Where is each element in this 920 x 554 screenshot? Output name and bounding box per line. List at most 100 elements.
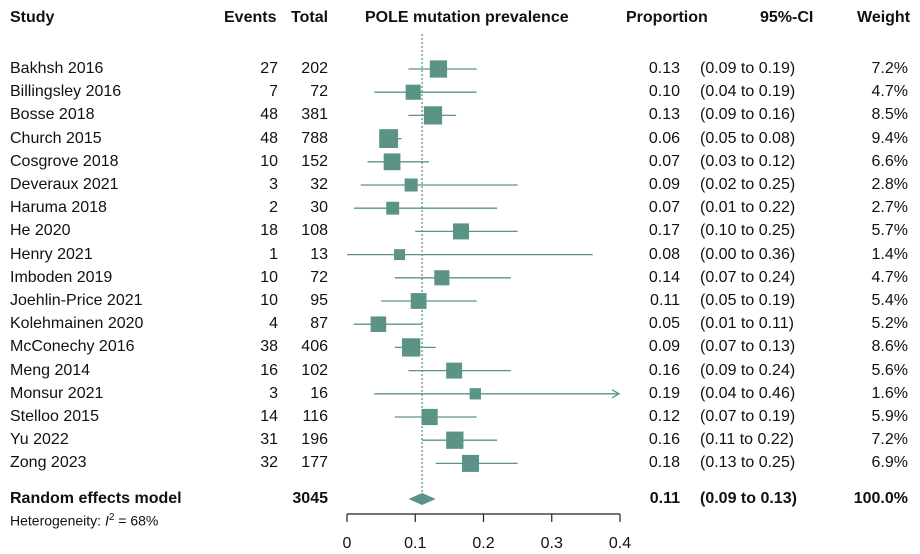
estimate-square xyxy=(434,270,450,286)
study-weight: 7.2% xyxy=(871,431,908,449)
study-proportion: 0.11 xyxy=(650,292,680,309)
study-total: 202 xyxy=(301,60,328,77)
study-ci: (0.09 to 0.24) xyxy=(700,361,796,379)
study-total: 381 xyxy=(301,106,328,124)
study-total: 152 xyxy=(301,152,328,170)
study-events: 3 xyxy=(269,384,278,402)
study-name: Zong 2023 xyxy=(10,454,87,472)
study-ci: (0.09 to 0.16) xyxy=(700,106,796,124)
study-ci: (0.11 to 0.22) xyxy=(700,431,794,449)
study-events: 7 xyxy=(269,83,278,101)
study-total: 108 xyxy=(301,222,328,240)
table-row: Deveraux 2021 3 32 0.09 (0.02 to 0.25) 2.8% xyxy=(0,175,920,195)
study-ci: (0.07 to 0.19) xyxy=(700,408,796,425)
x-tick-label: 0.2 xyxy=(472,535,494,552)
study-events: 48 xyxy=(260,106,278,124)
summary-ci: (0.09 to 0.13) xyxy=(700,490,797,507)
estimate-square xyxy=(379,129,399,149)
table-row: Yu 2022 31 196 0.16 (0.11 to 0.22) 7.2% xyxy=(0,430,920,450)
study-events: 38 xyxy=(260,338,278,356)
study-name: Joehlin-Price 2021 xyxy=(10,292,143,309)
study-events: 18 xyxy=(260,222,278,240)
table-row: Meng 2014 16 102 0.16 (0.09 to 0.24) 5.6% xyxy=(0,361,920,381)
study-total: 95 xyxy=(310,292,328,309)
header-proportion: Proportion xyxy=(626,9,708,26)
heterogeneity-note: Heterogeneity: I2 = 68% xyxy=(10,512,158,529)
study-name: Henry 2021 xyxy=(10,245,93,263)
study-total: 72 xyxy=(310,268,328,286)
study-name: Billingsley 2016 xyxy=(10,83,122,101)
study-events: 10 xyxy=(260,268,278,286)
estimate-square xyxy=(421,408,438,426)
estimate-square xyxy=(370,316,387,332)
study-events: 32 xyxy=(260,454,278,472)
study-total: 406 xyxy=(301,338,328,356)
study-proportion: 0.09 xyxy=(648,338,680,356)
study-events: 16 xyxy=(260,361,278,379)
table-row: He 2020 18 108 0.17 (0.10 to 0.25) 5.7% xyxy=(0,221,920,241)
study-proportion: 0.08 xyxy=(648,245,680,263)
study-proportion: 0.05 xyxy=(648,315,680,333)
table-row: Monsur 2021 3 16 0.19 (0.04 to 0.46) 1.6% xyxy=(0,384,920,404)
summary-weight: 100.0% xyxy=(853,490,908,507)
study-ci: (0.07 to 0.24) xyxy=(700,268,796,286)
study-weight: 8.6% xyxy=(871,338,908,356)
table-row: Bosse 2018 48 381 0.13 (0.09 to 0.16) 8.5% xyxy=(0,105,920,125)
study-proportion: 0.19 xyxy=(648,384,680,402)
study-total: 32 xyxy=(310,176,328,193)
study-name: McConechy 2016 xyxy=(10,338,135,356)
estimate-square xyxy=(383,153,401,171)
study-proportion: 0.16 xyxy=(648,431,680,449)
study-weight: 7.2% xyxy=(871,60,908,77)
header-total: Total xyxy=(291,9,329,26)
study-ci: (0.05 to 0.19) xyxy=(700,292,796,309)
study-proportion: 0.16 xyxy=(648,361,680,379)
study-weight: 2.8% xyxy=(871,176,908,193)
study-weight: 5.9% xyxy=(871,408,908,425)
x-tick-label: 0.4 xyxy=(609,535,631,552)
estimate-square xyxy=(446,431,464,449)
study-events: 10 xyxy=(260,152,278,170)
estimate-square xyxy=(429,60,448,78)
estimate-square xyxy=(386,201,400,215)
study-events: 1 xyxy=(269,245,278,263)
study-ci: (0.09 to 0.19) xyxy=(700,60,796,77)
study-ci: (0.04 to 0.19) xyxy=(700,83,796,101)
heterogeneity-suffix: = 68% xyxy=(114,512,159,529)
study-ci: (0.10 to 0.25) xyxy=(700,222,796,240)
estimate-square xyxy=(452,223,469,240)
heterogeneity-prefix: Heterogeneity: xyxy=(10,512,105,529)
table-row: Cosgrove 2018 10 152 0.07 (0.03 to 0.12) 6.6% xyxy=(0,152,920,172)
study-proportion: 0.06 xyxy=(648,129,680,147)
study-weight: 1.6% xyxy=(871,384,908,402)
study-name: He 2020 xyxy=(10,222,71,240)
table-row: Billingsley 2016 7 72 0.10 (0.04 to 0.19) 4.7… xyxy=(0,82,920,102)
study-weight: 5.7% xyxy=(871,222,908,240)
estimate-square xyxy=(394,249,406,261)
study-proportion: 0.13 xyxy=(648,60,680,77)
study-weight: 5.2% xyxy=(871,315,908,333)
summary-total: 3045 xyxy=(292,490,328,507)
study-events: 3 xyxy=(269,176,278,193)
x-tick-label: 0.3 xyxy=(541,535,563,552)
study-weight: 6.6% xyxy=(871,152,908,170)
summary-label: Random effects model xyxy=(10,490,182,507)
study-events: 14 xyxy=(260,408,278,425)
study-name: Imboden 2019 xyxy=(10,268,113,286)
study-name: Stelloo 2015 xyxy=(10,408,99,425)
study-proportion: 0.14 xyxy=(648,268,680,286)
study-events: 4 xyxy=(269,315,278,333)
study-name: Bosse 2018 xyxy=(10,106,95,124)
study-proportion: 0.07 xyxy=(648,199,680,217)
study-name: Yu 2022 xyxy=(10,431,69,449)
header-study: Study xyxy=(10,9,55,26)
x-tick-label: 0.1 xyxy=(404,535,426,552)
estimate-square xyxy=(446,362,463,379)
study-total: 177 xyxy=(301,454,328,472)
study-name: Kolehmainen 2020 xyxy=(10,315,144,333)
table-row: Imboden 2019 10 72 0.14 (0.07 to 0.24) 4.7% xyxy=(0,268,920,288)
study-weight: 9.4% xyxy=(871,129,908,147)
ci-arrow xyxy=(611,389,621,399)
study-weight: 6.9% xyxy=(871,454,908,472)
